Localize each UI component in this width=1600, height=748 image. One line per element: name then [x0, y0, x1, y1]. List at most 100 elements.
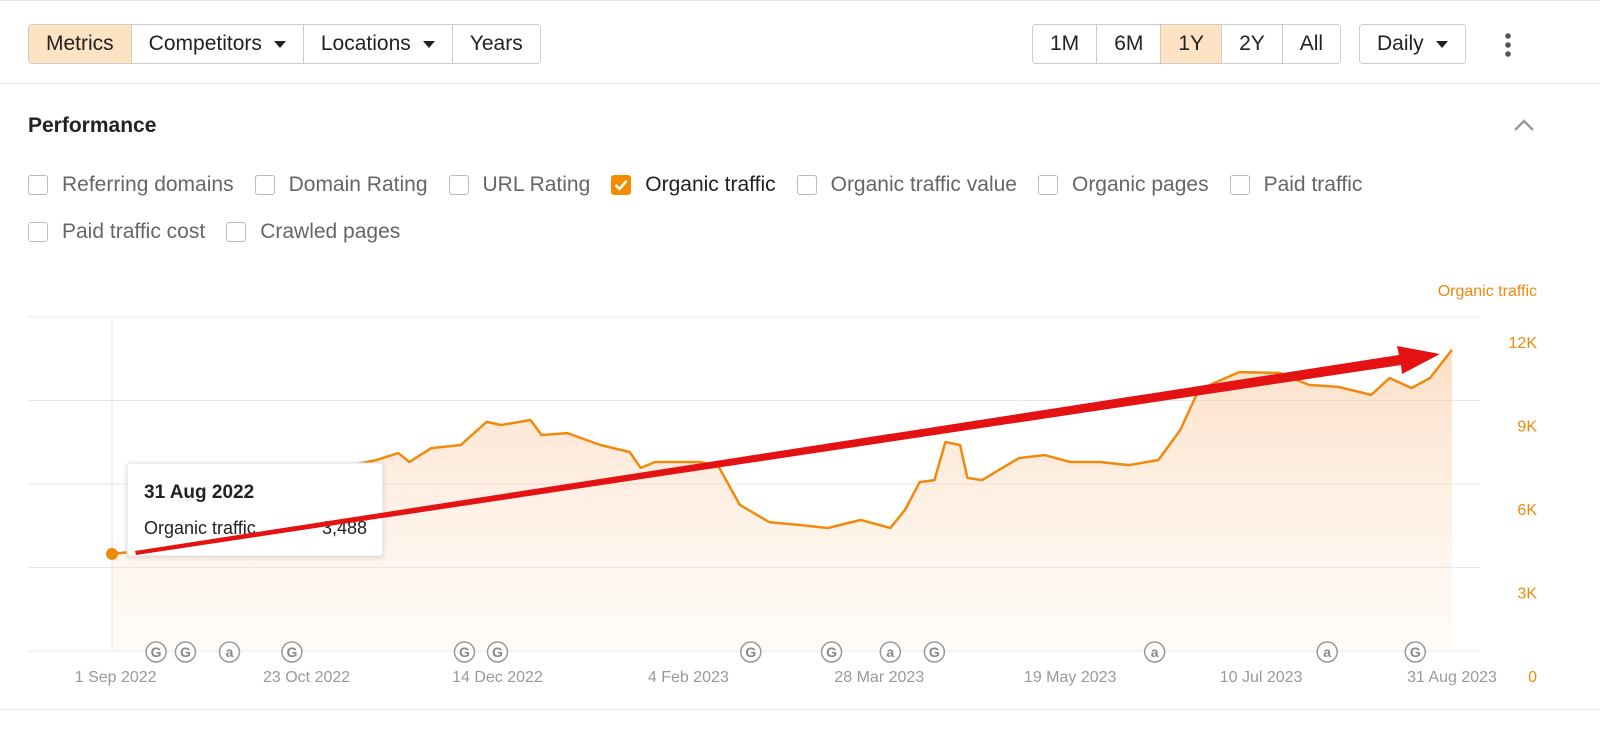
event-marker	[486, 641, 509, 663]
event-label: a	[226, 644, 234, 660]
x-tick-label: 28 Mar 2023	[834, 669, 924, 686]
event-marker	[145, 641, 167, 663]
event-label: a	[1151, 644, 1159, 660]
button-label: Competitors	[148, 32, 262, 55]
toolbar-button[interactable]: 1Y	[1160, 25, 1222, 63]
metric-checkbox[interactable]: Organic pages	[1037, 170, 1209, 200]
event-label: G	[151, 644, 162, 660]
interval-group: Daily	[1359, 24, 1466, 64]
y-axis-title: Organic traffic	[1438, 283, 1537, 300]
metric-label: Paid traffic	[1263, 173, 1363, 196]
x-tick-label: 4 Feb 2023	[648, 669, 729, 686]
event-label: a	[1323, 644, 1331, 660]
toolbar-button[interactable]: All	[1281, 25, 1341, 63]
more-menu[interactable]	[1500, 31, 1516, 59]
caret	[1435, 40, 1448, 48]
x-tick-label: 1 Sep 2022	[75, 669, 157, 686]
divider	[0, 709, 1600, 710]
x-tick-label: 19 May 2023	[1024, 669, 1117, 686]
x-tick-label: 23 Oct 2022	[263, 669, 350, 686]
event-label: G	[286, 644, 297, 660]
x-tick-label: 31 Aug 2023	[1407, 669, 1497, 686]
event-label: G	[929, 644, 940, 660]
event-marker	[174, 641, 197, 663]
button-label: All	[1299, 32, 1324, 55]
checkbox	[1229, 175, 1250, 195]
button-label: Metrics	[46, 32, 114, 55]
metric-label: Domain Rating	[288, 173, 428, 196]
button-label: 2Y	[1239, 32, 1265, 55]
event-label: G	[492, 644, 503, 660]
toolbar-button[interactable]: Competitors	[130, 25, 303, 63]
x-tick-label: 14 Dec 2022	[452, 669, 543, 686]
button-label: 6M	[1114, 32, 1144, 55]
toolbar-button[interactable]: 2Y	[1221, 25, 1282, 63]
section-title: Performance	[28, 114, 157, 137]
tooltip-title: 31 Aug 2022	[144, 482, 254, 503]
metric-checkbox[interactable]: Paid traffic cost	[28, 217, 205, 247]
metric-label: URL Rating	[482, 173, 591, 196]
event-marker	[1143, 641, 1166, 663]
metric-checkbox[interactable]: Referring domains	[28, 170, 234, 200]
tooltip-series: Organic traffic	[144, 518, 256, 538]
metric-checkbox[interactable]: Paid traffic	[1229, 170, 1363, 200]
metric-label: Organic traffic	[645, 173, 776, 196]
event-marker	[218, 641, 241, 663]
event-label: G	[180, 644, 191, 660]
line	[111, 349, 1453, 556]
metric-checkbox[interactable]: Crawled pages	[226, 217, 400, 247]
button-label: 1Y	[1178, 32, 1205, 55]
metric-list: Referring domains Domain Rating URL Rating…	[28, 170, 1488, 247]
checkbox	[28, 222, 48, 242]
metric-checkbox[interactable]: URL Rating	[448, 170, 591, 200]
checkbox	[226, 222, 247, 242]
event-label: G	[826, 644, 837, 660]
hover-point	[106, 547, 118, 560]
range-group: 1M 6M 1Y 2Y All	[1032, 24, 1342, 64]
checkbox	[254, 175, 275, 195]
metric-label: Paid traffic cost	[62, 220, 206, 243]
y-tick-label: 6K	[1517, 502, 1537, 519]
event-marker	[1316, 641, 1338, 663]
filter-group: Metrics Competitors Locations Years	[28, 24, 541, 64]
interval-label: Daily	[1377, 32, 1424, 55]
event-marker	[879, 641, 902, 663]
interval-button[interactable]: Daily	[1360, 25, 1465, 63]
toolbar: Metrics Competitors Locations Years 1M 6M 1Y 2…	[0, 0, 1600, 84]
y-tick-label: 3K	[1517, 586, 1537, 603]
toolbar-button[interactable]: 1M	[1033, 25, 1097, 63]
grid: Organic traffic 0 3K 6K 9K 12K 1 Sep 2022 23 Oc…	[28, 283, 1537, 686]
event-marker	[281, 641, 303, 663]
toolbar-button[interactable]: 6M	[1096, 25, 1161, 63]
checkbox	[1037, 175, 1058, 195]
event-label: G	[745, 644, 756, 660]
tooltip-box	[126, 462, 384, 557]
event-label: G	[1410, 644, 1421, 660]
event-marker	[740, 641, 762, 663]
metric-checkbox[interactable]: Organic traffic	[611, 170, 776, 200]
event-marker	[453, 641, 476, 663]
button-label: 1M	[1050, 32, 1080, 55]
collapse-toggle[interactable]	[1512, 117, 1536, 133]
checkbox	[611, 175, 632, 195]
metric-label: Organic traffic value	[830, 173, 1017, 196]
metric-label: Crawled pages	[260, 220, 401, 243]
toolbar-button[interactable]: Locations	[302, 25, 452, 63]
metric-checkbox[interactable]: Domain Rating	[254, 170, 428, 200]
checkbox	[796, 175, 817, 195]
toolbar-button[interactable]: Years	[451, 25, 540, 63]
metric-checkbox[interactable]: Organic traffic value	[796, 170, 1017, 200]
metric-label: Referring domains	[62, 173, 234, 196]
caret	[273, 40, 286, 48]
y-tick-label: 12K	[1509, 335, 1538, 352]
button-label: Years	[469, 32, 523, 55]
y-tick-label: 9K	[1517, 419, 1537, 436]
event-label: G	[459, 644, 470, 660]
area	[112, 349, 1452, 651]
toolbar-button[interactable]: Metrics	[29, 25, 131, 63]
event-marker	[923, 641, 946, 663]
